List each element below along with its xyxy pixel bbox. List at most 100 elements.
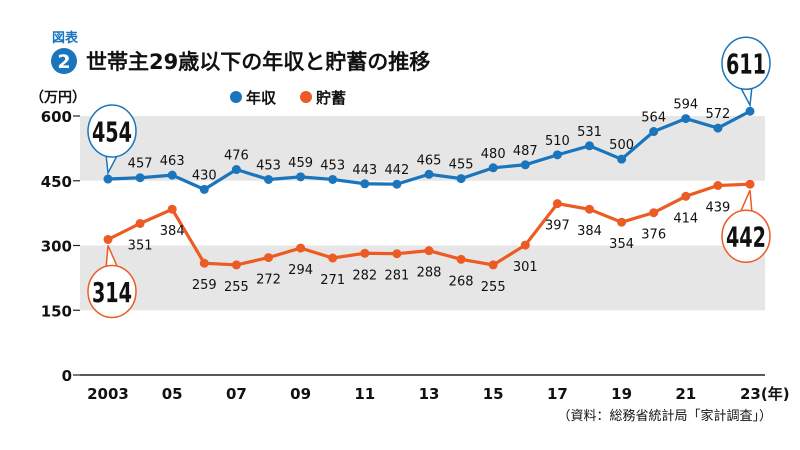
data-label: 487 xyxy=(513,144,538,159)
data-point xyxy=(456,174,466,184)
data-label: 384 xyxy=(577,224,602,239)
data-point xyxy=(520,240,530,250)
data-label: 439 xyxy=(705,200,730,215)
callout-label: 611 xyxy=(726,48,766,81)
figure-number-badge xyxy=(51,48,77,74)
data-label: 271 xyxy=(320,273,345,288)
data-point xyxy=(328,174,338,184)
data-point xyxy=(231,260,241,270)
x-tick-label: 23(年) xyxy=(740,385,790,403)
data-point xyxy=(103,174,113,184)
data-label: 531 xyxy=(577,125,602,140)
data-label: 282 xyxy=(352,268,377,283)
data-point xyxy=(328,253,338,263)
data-label: 564 xyxy=(641,111,666,126)
data-label: 476 xyxy=(224,149,249,164)
data-point xyxy=(103,234,113,244)
data-point xyxy=(424,246,434,256)
value-callout: 454 xyxy=(87,104,137,176)
data-label: 294 xyxy=(288,263,313,278)
data-point xyxy=(713,123,723,133)
data-point xyxy=(167,204,177,214)
x-tick-label: 19 xyxy=(611,385,632,403)
data-point xyxy=(552,199,562,209)
x-tick-label: 11 xyxy=(354,385,375,403)
data-label: 397 xyxy=(545,219,570,234)
data-point xyxy=(264,174,273,184)
value-callout: 611 xyxy=(721,36,771,108)
data-label: 288 xyxy=(417,266,442,281)
data-label: 500 xyxy=(609,138,634,153)
x-tick-label: 07 xyxy=(226,385,247,403)
chart-title: 世帯主29歳以下の年収と貯蓄の推移 xyxy=(86,50,430,74)
x-tick-label: 2003 xyxy=(87,385,129,403)
data-point xyxy=(392,249,402,259)
data-point xyxy=(456,254,466,264)
y-tick-label: 300 xyxy=(41,238,72,256)
figure-label: 図表 xyxy=(52,30,79,46)
x-tick-label: 17 xyxy=(547,385,568,403)
data-label: 272 xyxy=(256,273,281,288)
source-note: （資料：総務省統計局「家計調査」） xyxy=(557,408,772,424)
data-point xyxy=(167,170,177,180)
data-point xyxy=(424,169,434,179)
data-point xyxy=(264,253,273,263)
data-point xyxy=(135,218,145,228)
data-label: 510 xyxy=(545,134,570,149)
data-point xyxy=(360,248,370,258)
data-label: 255 xyxy=(481,280,506,295)
data-point xyxy=(296,172,306,182)
data-label: 459 xyxy=(288,156,313,171)
x-tick-label: 13 xyxy=(419,385,440,403)
data-point xyxy=(649,208,659,218)
data-point xyxy=(617,217,627,227)
x-tick-label: 15 xyxy=(483,385,504,403)
data-point xyxy=(585,204,594,214)
data-label: 443 xyxy=(352,163,377,178)
data-point xyxy=(488,260,498,270)
y-axis-unit: （万円） xyxy=(30,90,86,106)
legend-marker xyxy=(300,91,312,103)
legend-marker xyxy=(230,91,242,103)
data-label: 354 xyxy=(609,237,634,252)
data-label: 414 xyxy=(673,211,698,226)
data-point xyxy=(713,180,723,190)
legend-label: 年収 xyxy=(246,89,277,107)
data-point xyxy=(488,163,498,173)
data-label: 255 xyxy=(224,280,249,295)
x-tick-label: 09 xyxy=(290,385,311,403)
data-label: 463 xyxy=(160,154,185,169)
figure-number: 2 xyxy=(57,51,70,73)
x-tick-label: 05 xyxy=(162,385,183,403)
data-point xyxy=(617,154,627,164)
data-label: 430 xyxy=(192,168,217,183)
data-point xyxy=(681,114,691,124)
data-point xyxy=(585,141,594,151)
data-point xyxy=(199,258,209,268)
data-label: 453 xyxy=(320,158,345,173)
data-label: 384 xyxy=(160,224,185,239)
data-point xyxy=(520,160,530,170)
data-point xyxy=(745,179,755,189)
data-point xyxy=(199,184,209,194)
data-point xyxy=(649,127,659,137)
y-tick-label: 0 xyxy=(62,367,72,385)
data-point xyxy=(296,243,306,253)
data-label: 351 xyxy=(128,238,153,253)
x-tick-label: 21 xyxy=(675,385,696,403)
data-label: 572 xyxy=(705,107,730,122)
y-tick-label: 600 xyxy=(41,108,72,126)
data-label: 259 xyxy=(192,278,217,293)
data-point xyxy=(135,173,145,183)
shaded-band xyxy=(80,245,765,311)
callout-label: 442 xyxy=(726,221,766,254)
data-label: 281 xyxy=(384,269,409,284)
callout-label: 454 xyxy=(92,116,132,149)
data-point xyxy=(681,191,691,201)
value-callout: 442 xyxy=(721,189,771,263)
data-label: 376 xyxy=(641,228,666,243)
value-callout: 314 xyxy=(87,245,137,319)
x-axis-unit: (年) xyxy=(761,385,790,403)
